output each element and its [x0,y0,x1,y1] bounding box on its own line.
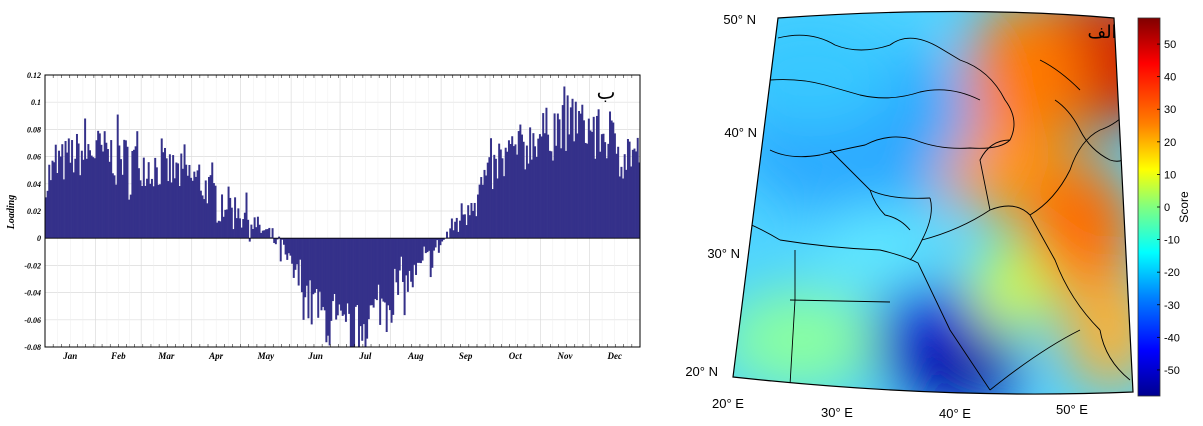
lat-label-40: 40° N [724,125,757,140]
month-label: May [257,351,276,361]
month-label: Feb [110,351,126,361]
y-tick-labels: 0.12 0.1 0.08 0.06 0.04 0.02 0 -0.02 -0.04 -0.06 -… [24,71,41,352]
y-tick-label: 0.1 [31,98,41,107]
y-tick-label: 0.06 [27,153,41,162]
month-label: Oct [509,351,522,361]
loading-bar-chart: 0.12 0.1 0.08 0.06 0.04 0.02 0 -0.02 -0.04 -0.06 -… [0,0,660,421]
month-label: Dec [606,351,622,361]
panel-label-b: ب [597,82,616,104]
daily-bar [280,238,282,261]
lat-label-20: 20° N [685,364,718,379]
panel-label-a: الف [1087,22,1116,42]
colorbar-tick-label: 30 [1164,104,1176,116]
colorbar-tick-label: -30 [1164,300,1180,312]
month-label: Sep [459,351,473,361]
colorbar-tick-label: 50 [1164,39,1176,51]
y-tick-label: 0.08 [27,125,41,134]
month-label: Jul [358,351,372,361]
y-tick-label: -0.02 [24,261,41,270]
month-label: Aug [407,351,424,361]
lon-label-30: 30° E [821,405,853,420]
daily-bar [247,220,249,238]
daily-bar [249,238,251,241]
y-tick-label: -0.04 [24,289,41,298]
colorbar-label: Score [1177,191,1191,223]
month-label: Mar [157,351,175,361]
lon-label-20: 20° E [712,396,744,411]
colorbar-tick-label: 10 [1164,169,1176,181]
month-label: Apr [208,351,224,361]
lon-label-50: 50° E [1056,402,1088,417]
colorbar-tick-label: -50 [1164,365,1180,377]
y-axis-label: Loading [6,195,17,230]
lon-label-40: 40° E [939,406,971,421]
month-label: Jan [62,351,77,361]
colorbar-tick-label: -20 [1164,267,1180,279]
lat-label-30: 30° N [707,246,740,261]
month-label: Jun [307,351,323,361]
y-tick-label: -0.08 [24,343,41,352]
colorbar-tick-label: 0 [1164,202,1170,214]
daily-bar [268,228,270,238]
y-tick-label: 0.12 [27,71,41,80]
colorbar [1138,18,1160,396]
score-field [720,0,1180,410]
daily-bar [446,232,448,239]
score-map-svg: 50° N 40° N 30° N 20° N 20° E 30° E 40° … [660,0,1203,421]
daily-bar [272,228,274,238]
score-map: 50° N 40° N 30° N 20° N 20° E 30° E 40° … [660,0,1203,421]
colorbar-tick-label: -40 [1164,332,1180,344]
y-tick-label: -0.06 [24,316,41,325]
month-label: Nov [557,351,574,361]
colorbar-tick-label: -10 [1164,235,1180,247]
lat-label-50: 50° N [723,12,756,27]
loading-bar-chart-svg: 0.12 0.1 0.08 0.06 0.04 0.02 0 -0.02 -0.04 -0.06 -… [0,0,660,421]
colorbar-tick-label: 40 [1164,72,1176,84]
y-tick-label: 0 [37,234,41,243]
y-tick-label: 0.04 [27,180,41,189]
colorbar-tick-label: 20 [1164,137,1176,149]
y-tick-label: 0.02 [27,207,41,216]
bar-series [45,86,640,347]
